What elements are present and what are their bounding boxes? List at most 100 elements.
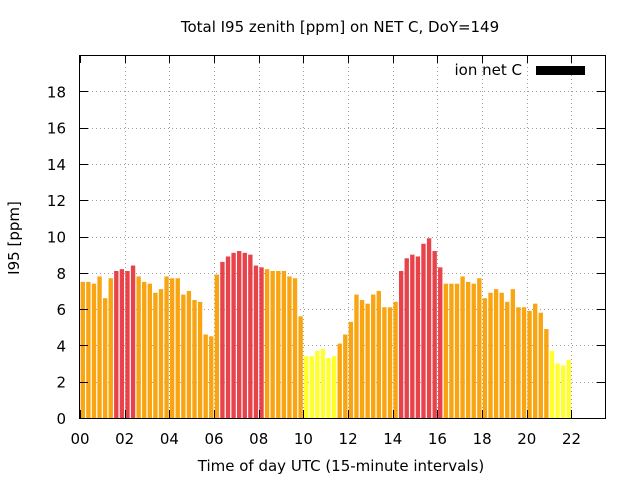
bar (387, 307, 393, 418)
x-tick-label: 02 (115, 430, 134, 448)
bar (237, 251, 242, 418)
bar (80, 281, 85, 419)
bar (119, 269, 125, 418)
bar (398, 270, 404, 418)
bar (298, 316, 303, 418)
bar (242, 252, 247, 418)
bar (214, 274, 220, 418)
bar (359, 300, 365, 418)
bar (538, 312, 543, 418)
bar (158, 289, 164, 418)
x-tick-label: 18 (473, 430, 492, 448)
bar (225, 256, 231, 418)
legend-swatch (536, 66, 585, 75)
bar (281, 270, 287, 418)
bar (253, 265, 259, 418)
y-tick-label: 14 (47, 156, 66, 174)
bar (493, 289, 499, 418)
bar (309, 356, 314, 418)
y-axis-label: I95 [ppm] (5, 201, 23, 275)
y-tick-label: 4 (56, 337, 66, 355)
y-axis-ticks: 0 2 4 6 8 10 12 14 16 18 (47, 83, 605, 428)
bar (91, 283, 97, 418)
bar (499, 292, 504, 418)
bar (393, 301, 398, 418)
grid-lines (80, 55, 605, 418)
bar (164, 276, 169, 418)
bar (264, 269, 270, 418)
bar (460, 276, 465, 418)
bar (276, 270, 281, 418)
x-tick-label: 12 (339, 430, 358, 448)
bar (404, 258, 409, 418)
bar (432, 251, 437, 418)
bar (315, 350, 320, 418)
bar (181, 294, 186, 418)
bar (376, 290, 381, 418)
bar (203, 334, 208, 418)
bar (326, 358, 331, 418)
bar (426, 238, 432, 418)
bar (533, 303, 538, 418)
bar (449, 283, 454, 418)
x-axis-ticks: 00 02 04 06 08 10 12 14 16 18 20 22 (70, 55, 581, 448)
bar (521, 307, 527, 418)
x-tick-label: 04 (160, 430, 179, 448)
bar (175, 278, 180, 418)
bar (343, 334, 348, 418)
bar (482, 298, 488, 418)
bar (438, 267, 443, 418)
x-axis-label: Time of day UTC (15-minute intervals) (197, 457, 484, 475)
bar (505, 301, 510, 418)
bar (415, 256, 421, 418)
bar (136, 276, 141, 418)
bar (527, 310, 532, 418)
bar (477, 278, 482, 418)
bar (130, 265, 136, 418)
x-tick-label: 08 (249, 430, 268, 448)
bars (80, 238, 571, 419)
bar (304, 356, 309, 418)
bar (248, 254, 253, 418)
bar (147, 283, 152, 418)
bar (510, 289, 516, 418)
x-tick-label: 22 (562, 430, 581, 448)
bar (86, 281, 91, 419)
bar (220, 261, 225, 418)
bar (125, 270, 130, 418)
bar (421, 243, 426, 418)
bar (560, 365, 566, 418)
x-tick-label: 00 (70, 430, 89, 448)
bar (488, 292, 493, 418)
bar (186, 290, 192, 418)
y-tick-label: 10 (47, 229, 66, 247)
bar (371, 294, 376, 418)
y-tick-label: 0 (56, 410, 66, 428)
bar (231, 252, 236, 418)
bar (566, 359, 571, 418)
bar (197, 301, 203, 418)
chart-title: Total I95 zenith [ppm] on NET C, DoY=149 (180, 18, 499, 36)
x-tick-label: 20 (517, 430, 536, 448)
bar (209, 336, 214, 418)
bar (320, 349, 326, 418)
y-tick-label: 8 (56, 265, 66, 283)
bar (348, 321, 354, 418)
bar (365, 303, 370, 418)
bar (192, 300, 197, 418)
bar (287, 276, 292, 418)
bar (102, 298, 108, 418)
bar (549, 350, 555, 418)
legend-label: ion net C (455, 61, 522, 79)
bar (142, 281, 147, 419)
bar (331, 356, 337, 418)
y-tick-label: 18 (47, 83, 66, 101)
bar (544, 329, 549, 418)
x-tick-label: 06 (204, 430, 223, 448)
legend: ion net C (455, 61, 585, 79)
bar (169, 278, 175, 418)
bar (382, 307, 387, 418)
bar (337, 343, 342, 418)
bar (454, 283, 460, 418)
